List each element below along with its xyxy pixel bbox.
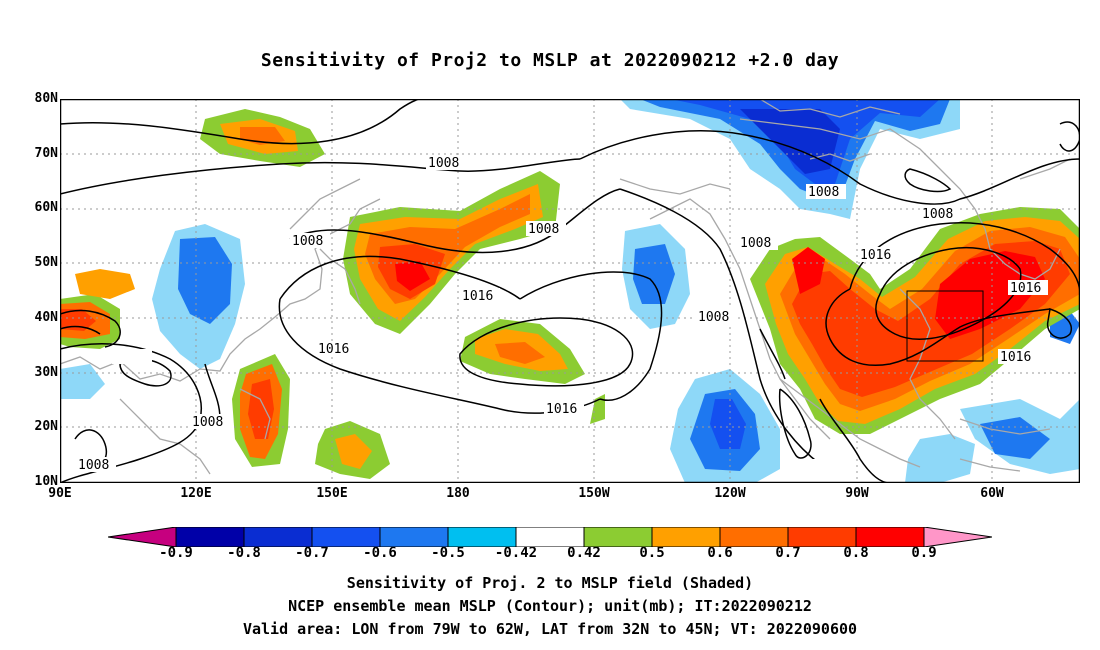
colorbar-segment	[651, 527, 721, 547]
colorbar-label: 0.6	[707, 545, 733, 561]
contour-label: 1016	[318, 342, 349, 357]
lat-label-10n: 10N	[34, 474, 58, 489]
chart-title: Sensitivity of Proj2 to MSLP at 20220902…	[260, 50, 840, 71]
colorbar-label: 0.5	[639, 545, 665, 561]
colorbar-label: -0.5	[431, 545, 465, 561]
caption-line-2: NCEP ensemble mean MSLP (Contour); unit(…	[288, 597, 812, 615]
caption-line-1: Sensitivity of Proj. 2 to MSLP field (Sh…	[346, 574, 754, 592]
colorbar-high-arrow	[923, 527, 992, 547]
colorbar-segment	[855, 527, 925, 547]
colorbar-label: 0.8	[843, 545, 869, 561]
contour-label: 1008	[740, 236, 771, 251]
lat-label-60n: 60N	[34, 200, 58, 215]
lon-label-120w: 120W	[714, 486, 746, 501]
contour-label: 1008	[698, 310, 729, 325]
colorbar-label: -0.7	[295, 545, 329, 561]
lat-label-70n: 70N	[34, 146, 58, 161]
mslp-contours	[60, 99, 1080, 483]
lon-label-120e: 120E	[180, 486, 212, 501]
colorbar-segment	[243, 527, 313, 547]
lat-label-80n: 80N	[34, 91, 58, 106]
colorbar-segment	[787, 527, 857, 547]
colorbar-segment	[447, 527, 517, 547]
colorbar-label: -0.42	[494, 545, 538, 561]
colorbar-segment	[175, 527, 245, 547]
colorbar-label: -0.8	[227, 545, 261, 561]
contour-label: 1008	[292, 234, 323, 249]
colorbar-label: -0.6	[363, 545, 397, 561]
contour-label: 1016	[1010, 281, 1041, 296]
map-border	[60, 99, 1080, 483]
contour-label: 1016	[546, 402, 577, 417]
contour-label: 1016	[1000, 350, 1031, 365]
contour-label: 1008	[192, 415, 223, 430]
lon-label-180: 180	[446, 486, 470, 501]
colorbar-segment	[583, 527, 653, 547]
contour-label: 1008	[528, 222, 559, 237]
lat-label-50n: 50N	[34, 255, 58, 270]
contour-label: 1008	[428, 156, 459, 171]
contour-labels: 1008 1008 1008 1008 1008 1008 1008 1008 …	[76, 155, 1048, 474]
contour-label: 1016	[860, 248, 891, 263]
lon-label-90e: 90E	[48, 486, 72, 501]
colorbar-low-arrow	[108, 527, 177, 547]
graticule	[60, 99, 1080, 483]
colorbar-label: 0.42	[567, 545, 601, 561]
lat-label-40n: 40N	[34, 310, 58, 325]
lat-label-20n: 20N	[34, 419, 58, 434]
valid-area-box	[906, 290, 984, 362]
contour-label: 1016	[462, 289, 493, 304]
colorbar-segment	[379, 527, 449, 547]
caption-line-3: Valid area: LON from 79W to 62W, LAT fro…	[242, 620, 858, 638]
lon-label-150e: 150E	[316, 486, 348, 501]
lon-label-60w: 60W	[980, 486, 1004, 501]
colorbar-segment	[311, 527, 381, 547]
colorbar-label: -0.9	[159, 545, 193, 561]
colorbar-segment	[515, 527, 585, 547]
colorbar-label: 0.7	[775, 545, 801, 561]
lon-label-90w: 90W	[845, 486, 869, 501]
lon-label-150w: 150W	[578, 486, 610, 501]
colorbar	[108, 527, 992, 547]
contour-label: 1008	[78, 458, 109, 473]
contour-label: 1008	[808, 185, 839, 200]
colorbar-segment	[719, 527, 789, 547]
positive-sensitivity-shading	[60, 109, 1080, 479]
lat-label-30n: 30N	[34, 365, 58, 380]
map-panel: 1008 1008 1008 1008 1008 1008 1008 1008 …	[60, 99, 1080, 483]
contour-label: 1008	[922, 207, 953, 222]
colorbar-label: 0.9	[911, 545, 937, 561]
